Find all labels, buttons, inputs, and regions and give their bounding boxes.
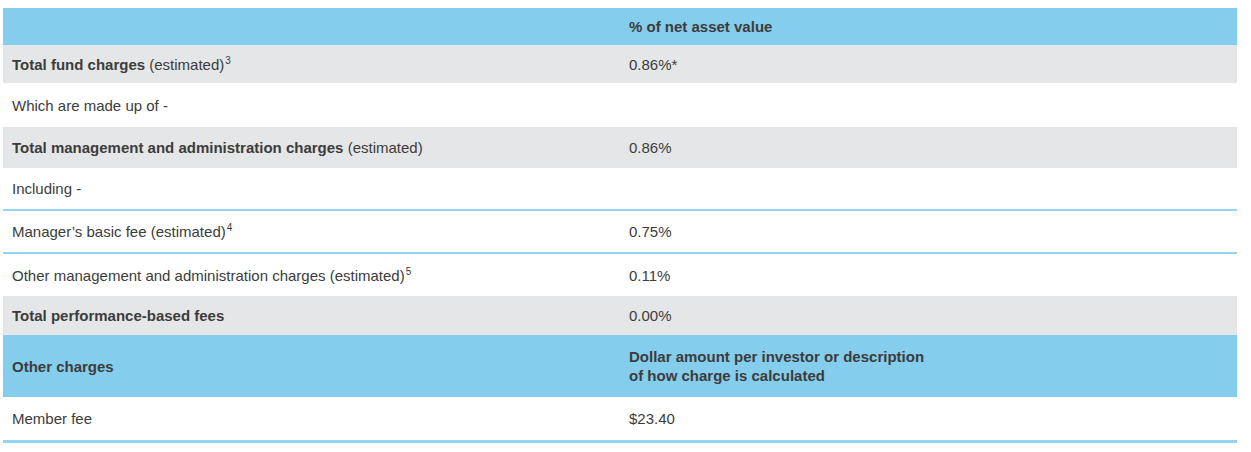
row-label: Total management and administration char… (3, 139, 621, 156)
row-total-performance-based-fees: Total performance-based fees 0.00% (3, 296, 1237, 335)
row-which-are-made-up-of: Which are made up of - (3, 83, 1237, 127)
fund-charges-table: % of net asset value Total fund charges … (3, 8, 1237, 443)
row-total-management-admin-charges: Total management and administration char… (3, 127, 1237, 168)
row-label-regular: (estimated) (145, 56, 224, 73)
other-charges-value-header: Dollar amount per investor or descriptio… (621, 347, 1237, 385)
row-label-bold: Total management and administration char… (12, 139, 343, 156)
footnote-superscript: 4 (227, 222, 233, 233)
row-total-fund-charges: Total fund charges (estimated)3 0.86%* (3, 45, 1237, 83)
row-label: Total fund charges (estimated)3 (3, 56, 621, 73)
row-label: Which are made up of - (3, 97, 621, 114)
other-charges-value-line2: of how charge is calculated (629, 366, 1237, 385)
row-value: 0.86%* (621, 56, 1237, 73)
value-column-header: % of net asset value (621, 18, 1237, 35)
other-charges-label: Other charges (3, 358, 621, 375)
row-label: Member fee (3, 410, 621, 427)
footnote-superscript: 3 (225, 55, 231, 66)
row-value: 0.00% (621, 307, 1237, 324)
row-other-management-admin-charges: Other management and administration char… (3, 254, 1237, 296)
row-label: Including - (3, 180, 621, 197)
row-value: $23.40 (621, 410, 1237, 427)
footnote-superscript: 5 (406, 266, 412, 277)
row-label-regular: Other management and administration char… (12, 267, 405, 284)
document-page: % of net asset value Total fund charges … (0, 0, 1251, 452)
row-member-fee: Member fee $23.40 (3, 397, 1237, 440)
table-header-row: % of net asset value (3, 8, 1237, 45)
table-bottom-border (3, 440, 1237, 443)
row-value: 0.75% (621, 223, 1237, 240)
row-other-charges-header: Other charges Dollar amount per investor… (3, 335, 1237, 397)
row-label-regular: (estimated) (343, 139, 422, 156)
row-label: Manager’s basic fee (estimated)4 (3, 223, 621, 240)
row-value: 0.11% (621, 267, 1237, 284)
row-label: Other management and administration char… (3, 267, 621, 284)
row-managers-basic-fee: Manager’s basic fee (estimated)4 0.75% (3, 211, 1237, 252)
row-value: 0.86% (621, 139, 1237, 156)
row-label: Total performance-based fees (3, 307, 621, 324)
row-label-regular: Manager’s basic fee (estimated) (12, 223, 226, 240)
row-label-bold: Total fund charges (12, 56, 145, 73)
row-including: Including - (3, 168, 1237, 209)
other-charges-value-line1: Dollar amount per investor or descriptio… (629, 347, 1237, 366)
